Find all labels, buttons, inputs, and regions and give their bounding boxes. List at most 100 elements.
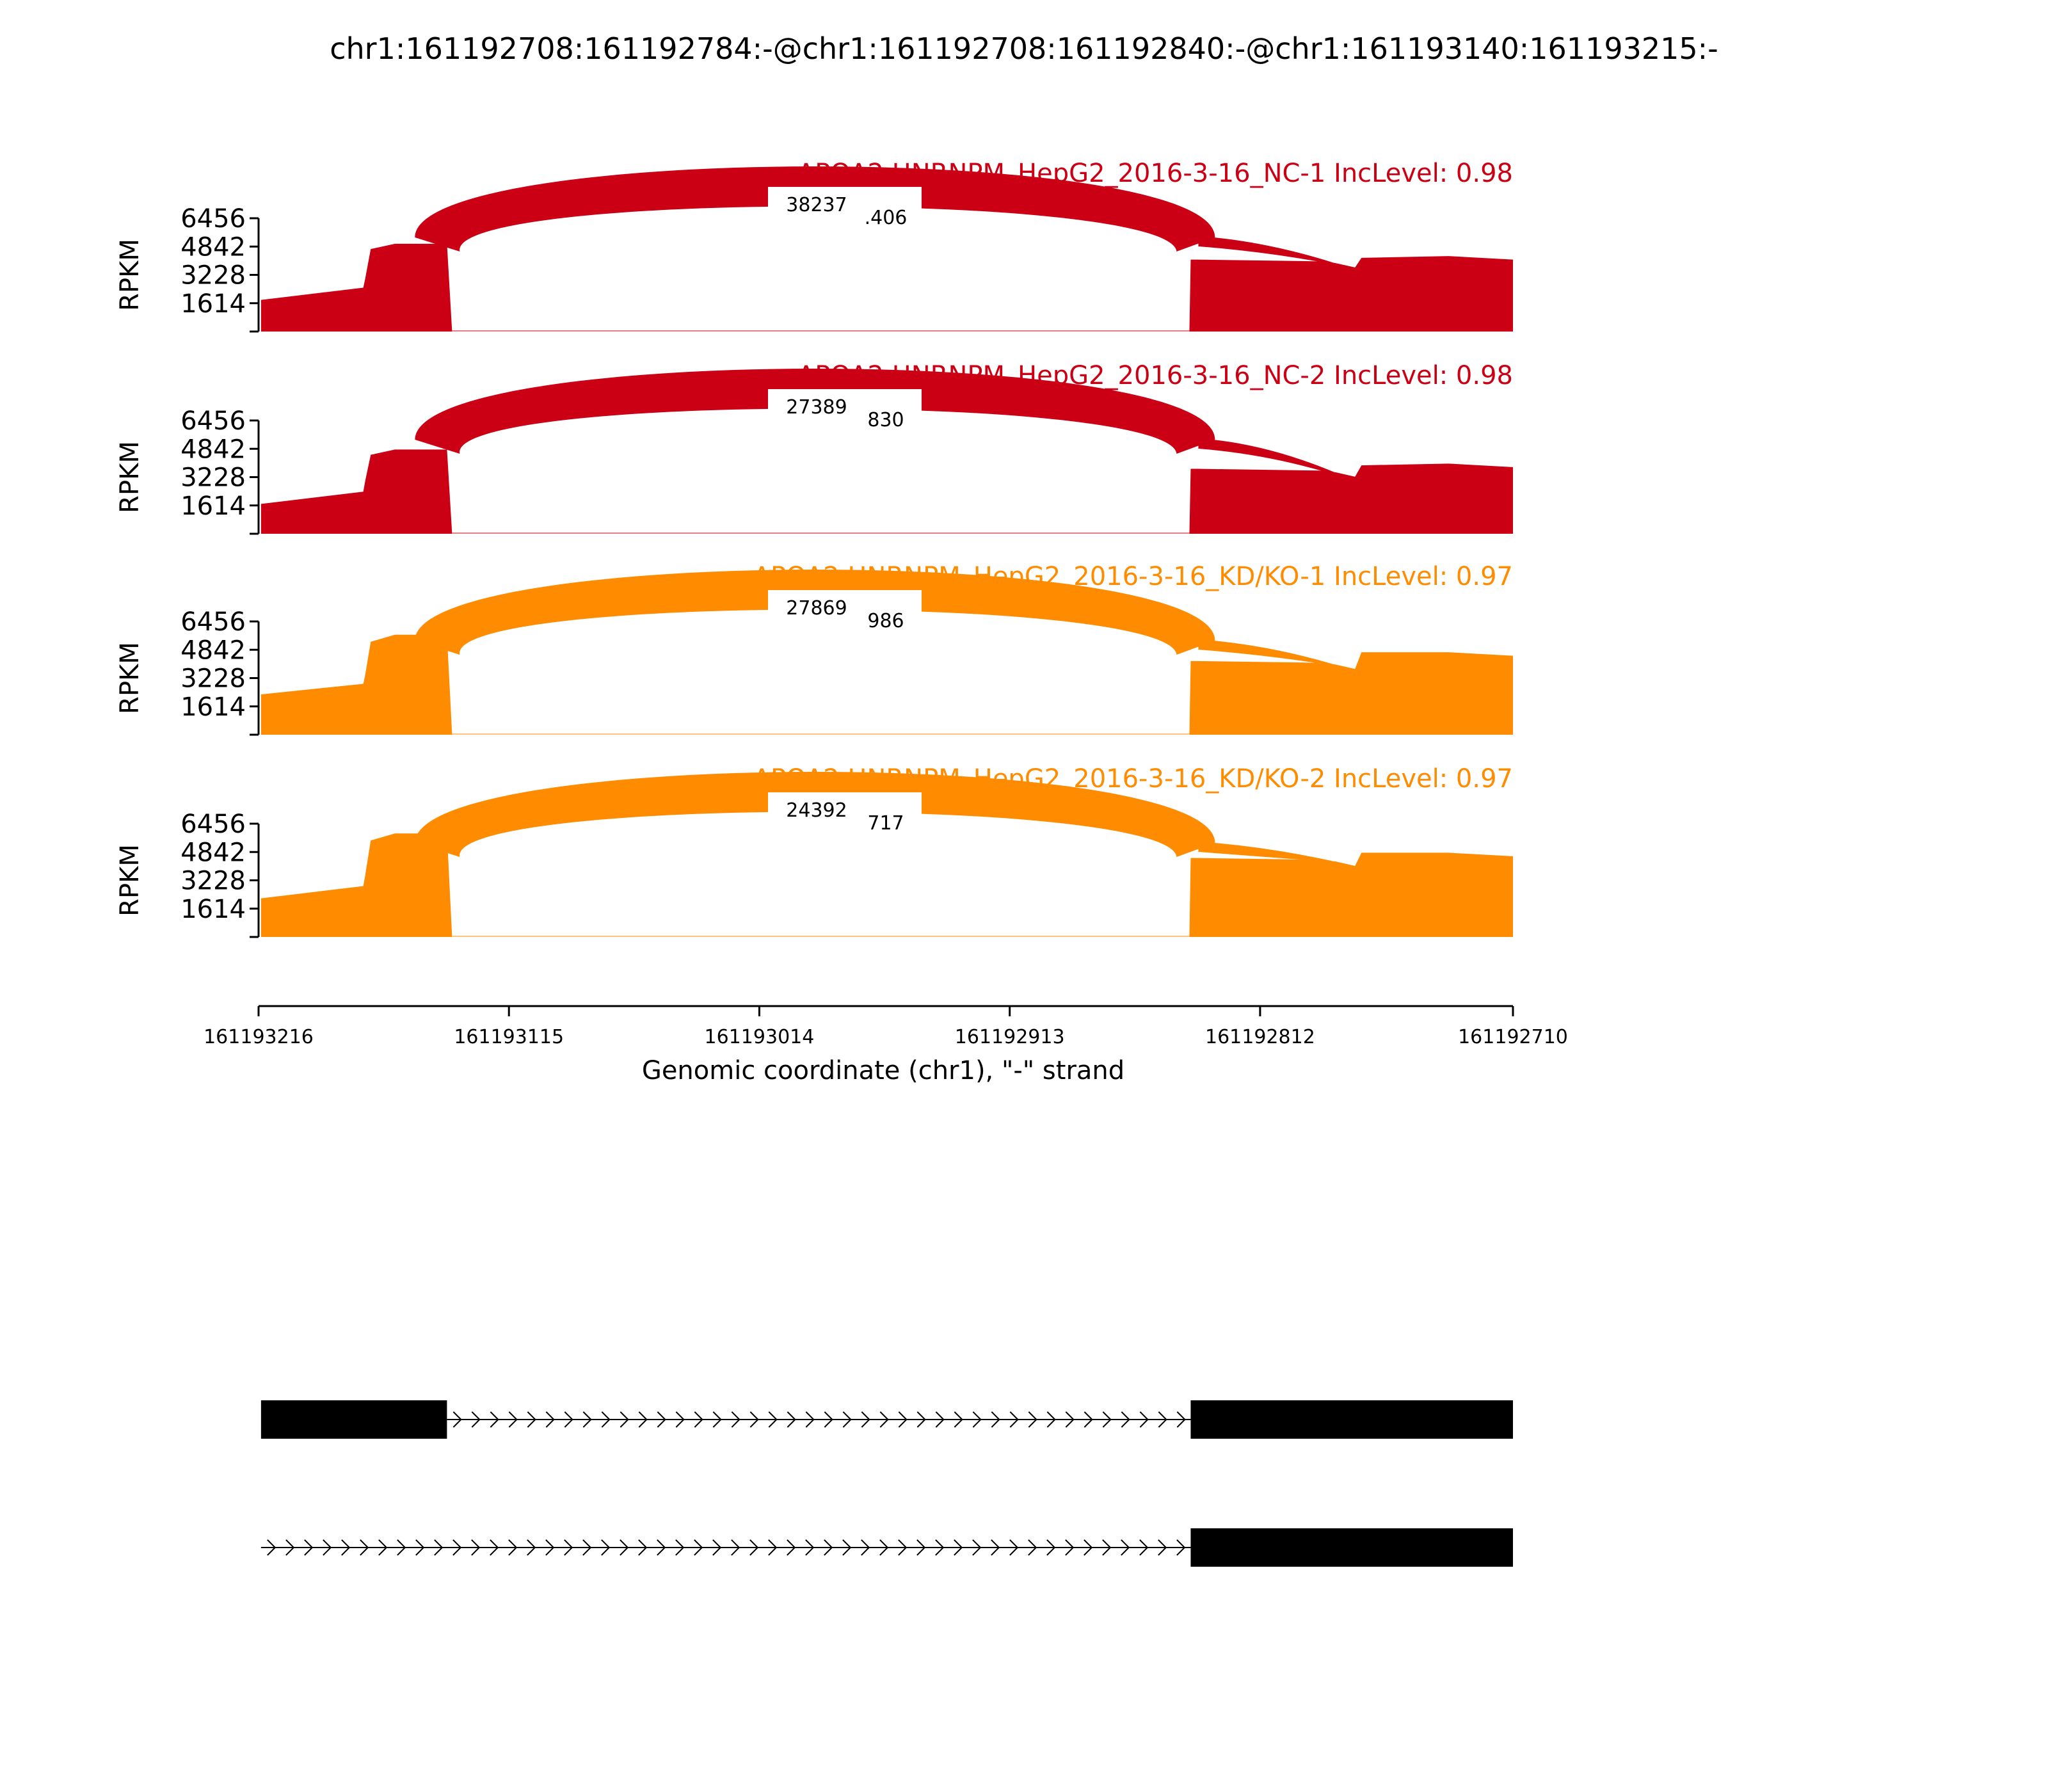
- strand-chevron: [638, 1411, 648, 1428]
- junction-count-label: .406: [865, 207, 908, 229]
- strand-chevron: [657, 1539, 666, 1556]
- strand-chevron: [787, 1411, 796, 1428]
- strand-chevron: [805, 1411, 815, 1428]
- strand-chevron: [620, 1411, 629, 1428]
- strand-chevron: [1176, 1411, 1186, 1428]
- x-axis-label: Genomic coordinate (chr1), "-" strand: [642, 1056, 1124, 1085]
- y-tick-label: 4842: [180, 232, 246, 262]
- x-tick-label: 161192913: [955, 1026, 1065, 1048]
- strand-chevron: [898, 1539, 908, 1556]
- strand-chevron: [991, 1411, 1000, 1428]
- strand-chevron: [991, 1539, 1000, 1556]
- strand-chevron: [1102, 1411, 1112, 1428]
- strand-chevron: [397, 1539, 406, 1556]
- strand-chevron: [824, 1539, 833, 1556]
- strand-chevron: [545, 1539, 555, 1556]
- strand-chevron: [1084, 1539, 1093, 1556]
- junction-label-box: [849, 406, 922, 434]
- strand-chevron: [564, 1411, 573, 1428]
- sample-title: APOA2 HNRNPM_HepG2_2016-3-16_KD/KO-1 Inc…: [753, 562, 1513, 591]
- coverage-exon2: [1189, 463, 1513, 534]
- strand-chevron: [768, 1539, 778, 1556]
- strand-chevron: [1102, 1539, 1112, 1556]
- strand-chevron: [582, 1539, 592, 1556]
- strand-chevron: [935, 1411, 945, 1428]
- junction-count-label: 830: [867, 409, 904, 431]
- strand-chevron: [490, 1411, 499, 1428]
- strand-chevron: [1065, 1539, 1075, 1556]
- sample-title: APOA2 HNRNPM_HepG2_2016-3-16_NC-2 IncLev…: [797, 361, 1513, 390]
- junction-arc: [1198, 639, 1335, 665]
- strand-chevron: [1046, 1411, 1056, 1428]
- y-tick-label: 6456: [180, 204, 246, 234]
- junction-label-box: [849, 809, 922, 837]
- strand-chevron: [415, 1539, 425, 1556]
- coverage-exon2: [1189, 256, 1513, 332]
- strand-chevron: [582, 1411, 592, 1428]
- strand-chevron: [694, 1411, 703, 1428]
- strand-chevron: [1084, 1411, 1093, 1428]
- y-tick-label: 1614: [180, 692, 246, 722]
- exon-block: [260, 1400, 447, 1439]
- strand-chevron: [527, 1411, 536, 1428]
- chart-title: chr1:161192708:161192784:-@chr1:16119270…: [330, 31, 1718, 66]
- strand-chevron: [323, 1539, 332, 1556]
- strand-chevron: [471, 1539, 481, 1556]
- strand-chevron: [1028, 1539, 1037, 1556]
- junction-label-box: [849, 607, 922, 635]
- x-tick-label: 161193014: [705, 1026, 815, 1048]
- strand-chevron: [267, 1539, 276, 1556]
- strand-chevron: [360, 1539, 369, 1556]
- y-tick-label: 1614: [180, 895, 246, 924]
- strand-chevron: [972, 1411, 982, 1428]
- strand-chevron: [675, 1539, 685, 1556]
- y-tick-label: 6456: [180, 406, 246, 436]
- y-axis-label: RPKM: [115, 642, 145, 714]
- strand-chevron: [564, 1539, 573, 1556]
- strand-chevron: [675, 1411, 685, 1428]
- y-axis-label: RPKM: [115, 844, 145, 916]
- strand-chevron: [787, 1539, 796, 1556]
- strand-chevron: [545, 1411, 555, 1428]
- gene-model: [260, 1400, 1513, 1567]
- y-tick-label: 3228: [180, 463, 246, 493]
- y-tick-label: 6456: [180, 810, 246, 839]
- strand-chevron: [452, 1539, 462, 1556]
- junction-count-label: 24392: [786, 799, 847, 822]
- strand-chevron: [1158, 1539, 1167, 1556]
- strand-chevron: [638, 1539, 648, 1556]
- junction-arc: [415, 772, 1215, 857]
- junction-arc: [1198, 236, 1335, 264]
- exon-block: [1190, 1528, 1513, 1567]
- x-tick-label: 161192812: [1205, 1026, 1315, 1048]
- strand-chevron: [657, 1411, 666, 1428]
- strand-chevron: [916, 1539, 926, 1556]
- strand-chevron: [508, 1411, 518, 1428]
- strand-chevron: [879, 1539, 889, 1556]
- coverage-exon1: [260, 634, 452, 735]
- strand-chevron: [879, 1411, 889, 1428]
- strand-chevron: [341, 1539, 351, 1556]
- coverage-exon2: [1189, 852, 1513, 937]
- strand-chevron: [731, 1539, 740, 1556]
- x-axis: 161193216 161193115 161193014 161192913 1611…: [204, 1005, 1568, 1048]
- strand-chevron: [805, 1539, 815, 1556]
- y-tick-label: 1614: [180, 492, 246, 521]
- x-tick-label: 161193115: [454, 1026, 564, 1048]
- y-tick-label: 6456: [180, 607, 246, 637]
- isoform-1: [260, 1400, 1513, 1439]
- sample-title: APOA2 HNRNPM_HepG2_2016-3-16_NC-1 IncLev…: [797, 159, 1513, 188]
- strand-chevron: [842, 1411, 852, 1428]
- strand-chevron: [1139, 1411, 1149, 1428]
- y-tick-label: 4842: [180, 636, 246, 665]
- strand-chevron: [861, 1411, 870, 1428]
- strand-chevron: [490, 1539, 499, 1556]
- junction-count-label: 27869: [786, 597, 847, 620]
- strand-chevron: [842, 1539, 852, 1556]
- strand-chevron: [954, 1411, 963, 1428]
- strand-chevron: [824, 1411, 833, 1428]
- coverage-exon1: [260, 833, 452, 937]
- junction-count-label: 38237: [786, 194, 847, 216]
